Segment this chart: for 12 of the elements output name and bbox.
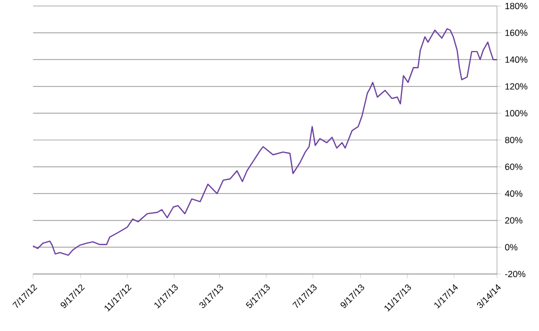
y-tick-label: 80% (505, 136, 522, 144)
y-tick-label: 120% (505, 83, 528, 90)
y-tick-label: -20% (505, 270, 526, 278)
y-tick-label: 100% (505, 110, 528, 116)
line-series (32, 28, 498, 256)
y-tick-label: 40% (504, 190, 522, 197)
y-tick-label: 0% (505, 244, 518, 250)
y-tick-label: 60% (505, 164, 522, 170)
y-tick-label: 20% (505, 217, 522, 224)
y-tick-label: 160% (505, 30, 528, 36)
y-tick-label: 140% (505, 56, 528, 63)
y-tick-label: 180% (505, 2, 528, 10)
